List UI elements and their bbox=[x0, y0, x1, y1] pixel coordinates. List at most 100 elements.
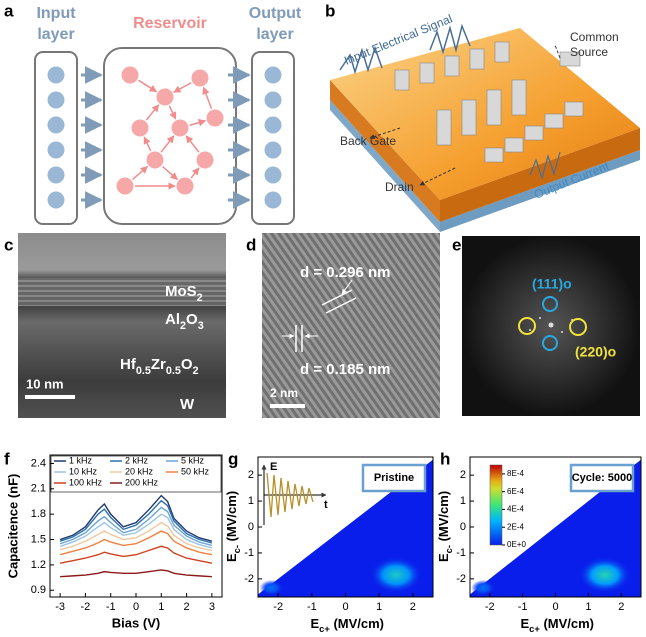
y-tick-label: 1.8 bbox=[31, 508, 46, 520]
diagram-a bbox=[34, 47, 295, 225]
layer-label-part: Al bbox=[165, 311, 180, 328]
reservoir-node bbox=[191, 69, 209, 87]
heatmap bbox=[470, 459, 641, 597]
y-tick-label: 0 bbox=[460, 521, 466, 533]
input-node bbox=[47, 141, 65, 159]
spot-label: (111)o bbox=[532, 276, 572, 292]
device-channel bbox=[486, 89, 502, 126]
y-axis-label: Ec- (MV/cm) bbox=[436, 491, 454, 562]
layer-label-part: 2 bbox=[193, 365, 199, 377]
layer-label-part: 2 bbox=[180, 320, 186, 332]
input-node bbox=[47, 66, 65, 84]
inset-label: E bbox=[270, 461, 277, 473]
x-axis-label: Ec+ (MV/cm) bbox=[311, 616, 385, 634]
output-node bbox=[264, 191, 282, 209]
output-box bbox=[251, 51, 295, 225]
reservoir-node bbox=[171, 119, 189, 137]
reservoir-edge bbox=[202, 86, 213, 109]
y-axis-label-part: E bbox=[436, 553, 451, 562]
y-axis-label-part: E bbox=[224, 553, 239, 562]
pad bbox=[524, 125, 544, 141]
pad bbox=[559, 51, 581, 67]
x-tick-label: 1 bbox=[376, 601, 382, 613]
series-line bbox=[59, 545, 213, 564]
electrode bbox=[419, 62, 435, 84]
layer-label-part: O bbox=[186, 311, 198, 328]
series-line bbox=[60, 569, 212, 578]
panel-label: c bbox=[4, 235, 13, 254]
layer-label-part: Hf bbox=[120, 356, 137, 373]
x-tick-label: 0 bbox=[342, 601, 348, 613]
reservoir-edge bbox=[160, 135, 175, 153]
y-tick-label: 1.5 bbox=[31, 533, 46, 545]
panel-label: b bbox=[325, 1, 335, 20]
series-line bbox=[59, 521, 213, 552]
x-tick-label: -1 bbox=[307, 601, 317, 613]
legend-label: 2 kHz bbox=[125, 455, 149, 465]
x-tick-label: -2 bbox=[485, 601, 495, 613]
source-label: Common bbox=[570, 30, 619, 44]
panel-label: d bbox=[246, 235, 256, 254]
annotation-box bbox=[569, 463, 635, 493]
pad bbox=[484, 147, 504, 163]
density-peak bbox=[578, 556, 631, 593]
tem-image bbox=[18, 233, 226, 418]
reservoir-edge bbox=[143, 136, 152, 152]
y-tick-label: 2.1 bbox=[31, 483, 46, 495]
panel-label: a bbox=[4, 1, 14, 20]
output-node bbox=[264, 66, 282, 84]
device-b bbox=[330, 23, 640, 232]
pointer bbox=[554, 44, 561, 59]
layer-label-part: 2 bbox=[197, 292, 203, 304]
fringe-marker bbox=[321, 289, 353, 306]
inset-label: t bbox=[324, 499, 328, 511]
legend-box bbox=[50, 455, 222, 493]
y-axis-label-part: c- bbox=[232, 545, 242, 553]
device-channel bbox=[461, 99, 477, 136]
reservoir-edge bbox=[138, 79, 158, 93]
reservoir-box bbox=[103, 47, 237, 225]
layer-label-part: 0.5 bbox=[136, 365, 151, 377]
spot-111 bbox=[542, 296, 558, 312]
output-title: layer bbox=[256, 26, 293, 43]
fft-image bbox=[462, 236, 640, 416]
pad bbox=[504, 137, 524, 153]
input-title: Input bbox=[36, 5, 76, 22]
x-tick-label: 0 bbox=[552, 601, 558, 613]
x-axis-label-part: (MV/cm) bbox=[540, 616, 594, 631]
heatmap bbox=[258, 459, 433, 597]
y-axis-label-part: c- bbox=[444, 545, 454, 553]
reservoir-node bbox=[196, 151, 214, 169]
reservoir-node bbox=[156, 88, 174, 106]
x-tick-label: 3 bbox=[209, 601, 215, 613]
fringe-marker bbox=[325, 297, 357, 314]
y-axis-label-part: (MV/cm) bbox=[224, 491, 239, 545]
legend-label: 1 kHz bbox=[69, 455, 93, 465]
colorbar-label: 0E+0 bbox=[507, 540, 526, 549]
annotation: Pristine bbox=[374, 472, 414, 484]
colorbar-label: 8E-4 bbox=[507, 469, 524, 478]
y-tick-label: 2 bbox=[248, 469, 254, 481]
reservoir-node bbox=[176, 177, 194, 195]
input-node bbox=[47, 166, 65, 184]
reservoir-node bbox=[206, 109, 224, 127]
reservoir-edge bbox=[190, 167, 200, 179]
panel-label: f bbox=[4, 449, 10, 468]
hrtem-background bbox=[262, 233, 440, 418]
pointer bbox=[419, 167, 456, 186]
spacing-label: d = 0.185 nm bbox=[300, 361, 390, 378]
reservoir-edge bbox=[162, 165, 179, 181]
x-tick-label: 2 bbox=[618, 601, 624, 613]
x-axis-label: Bias (V) bbox=[112, 615, 160, 630]
y-tick-label: -2 bbox=[244, 573, 254, 585]
series-line bbox=[59, 530, 213, 556]
x-tick-label: 2 bbox=[410, 601, 416, 613]
electrode bbox=[494, 41, 510, 63]
y-tick-label: 1 bbox=[248, 495, 254, 507]
density-peak bbox=[259, 579, 284, 596]
spot-label: (220)o bbox=[575, 344, 616, 360]
layer-label-part: Zr bbox=[151, 356, 166, 373]
panel-label: g bbox=[228, 449, 238, 468]
x-tick-label: 2 bbox=[184, 601, 190, 613]
